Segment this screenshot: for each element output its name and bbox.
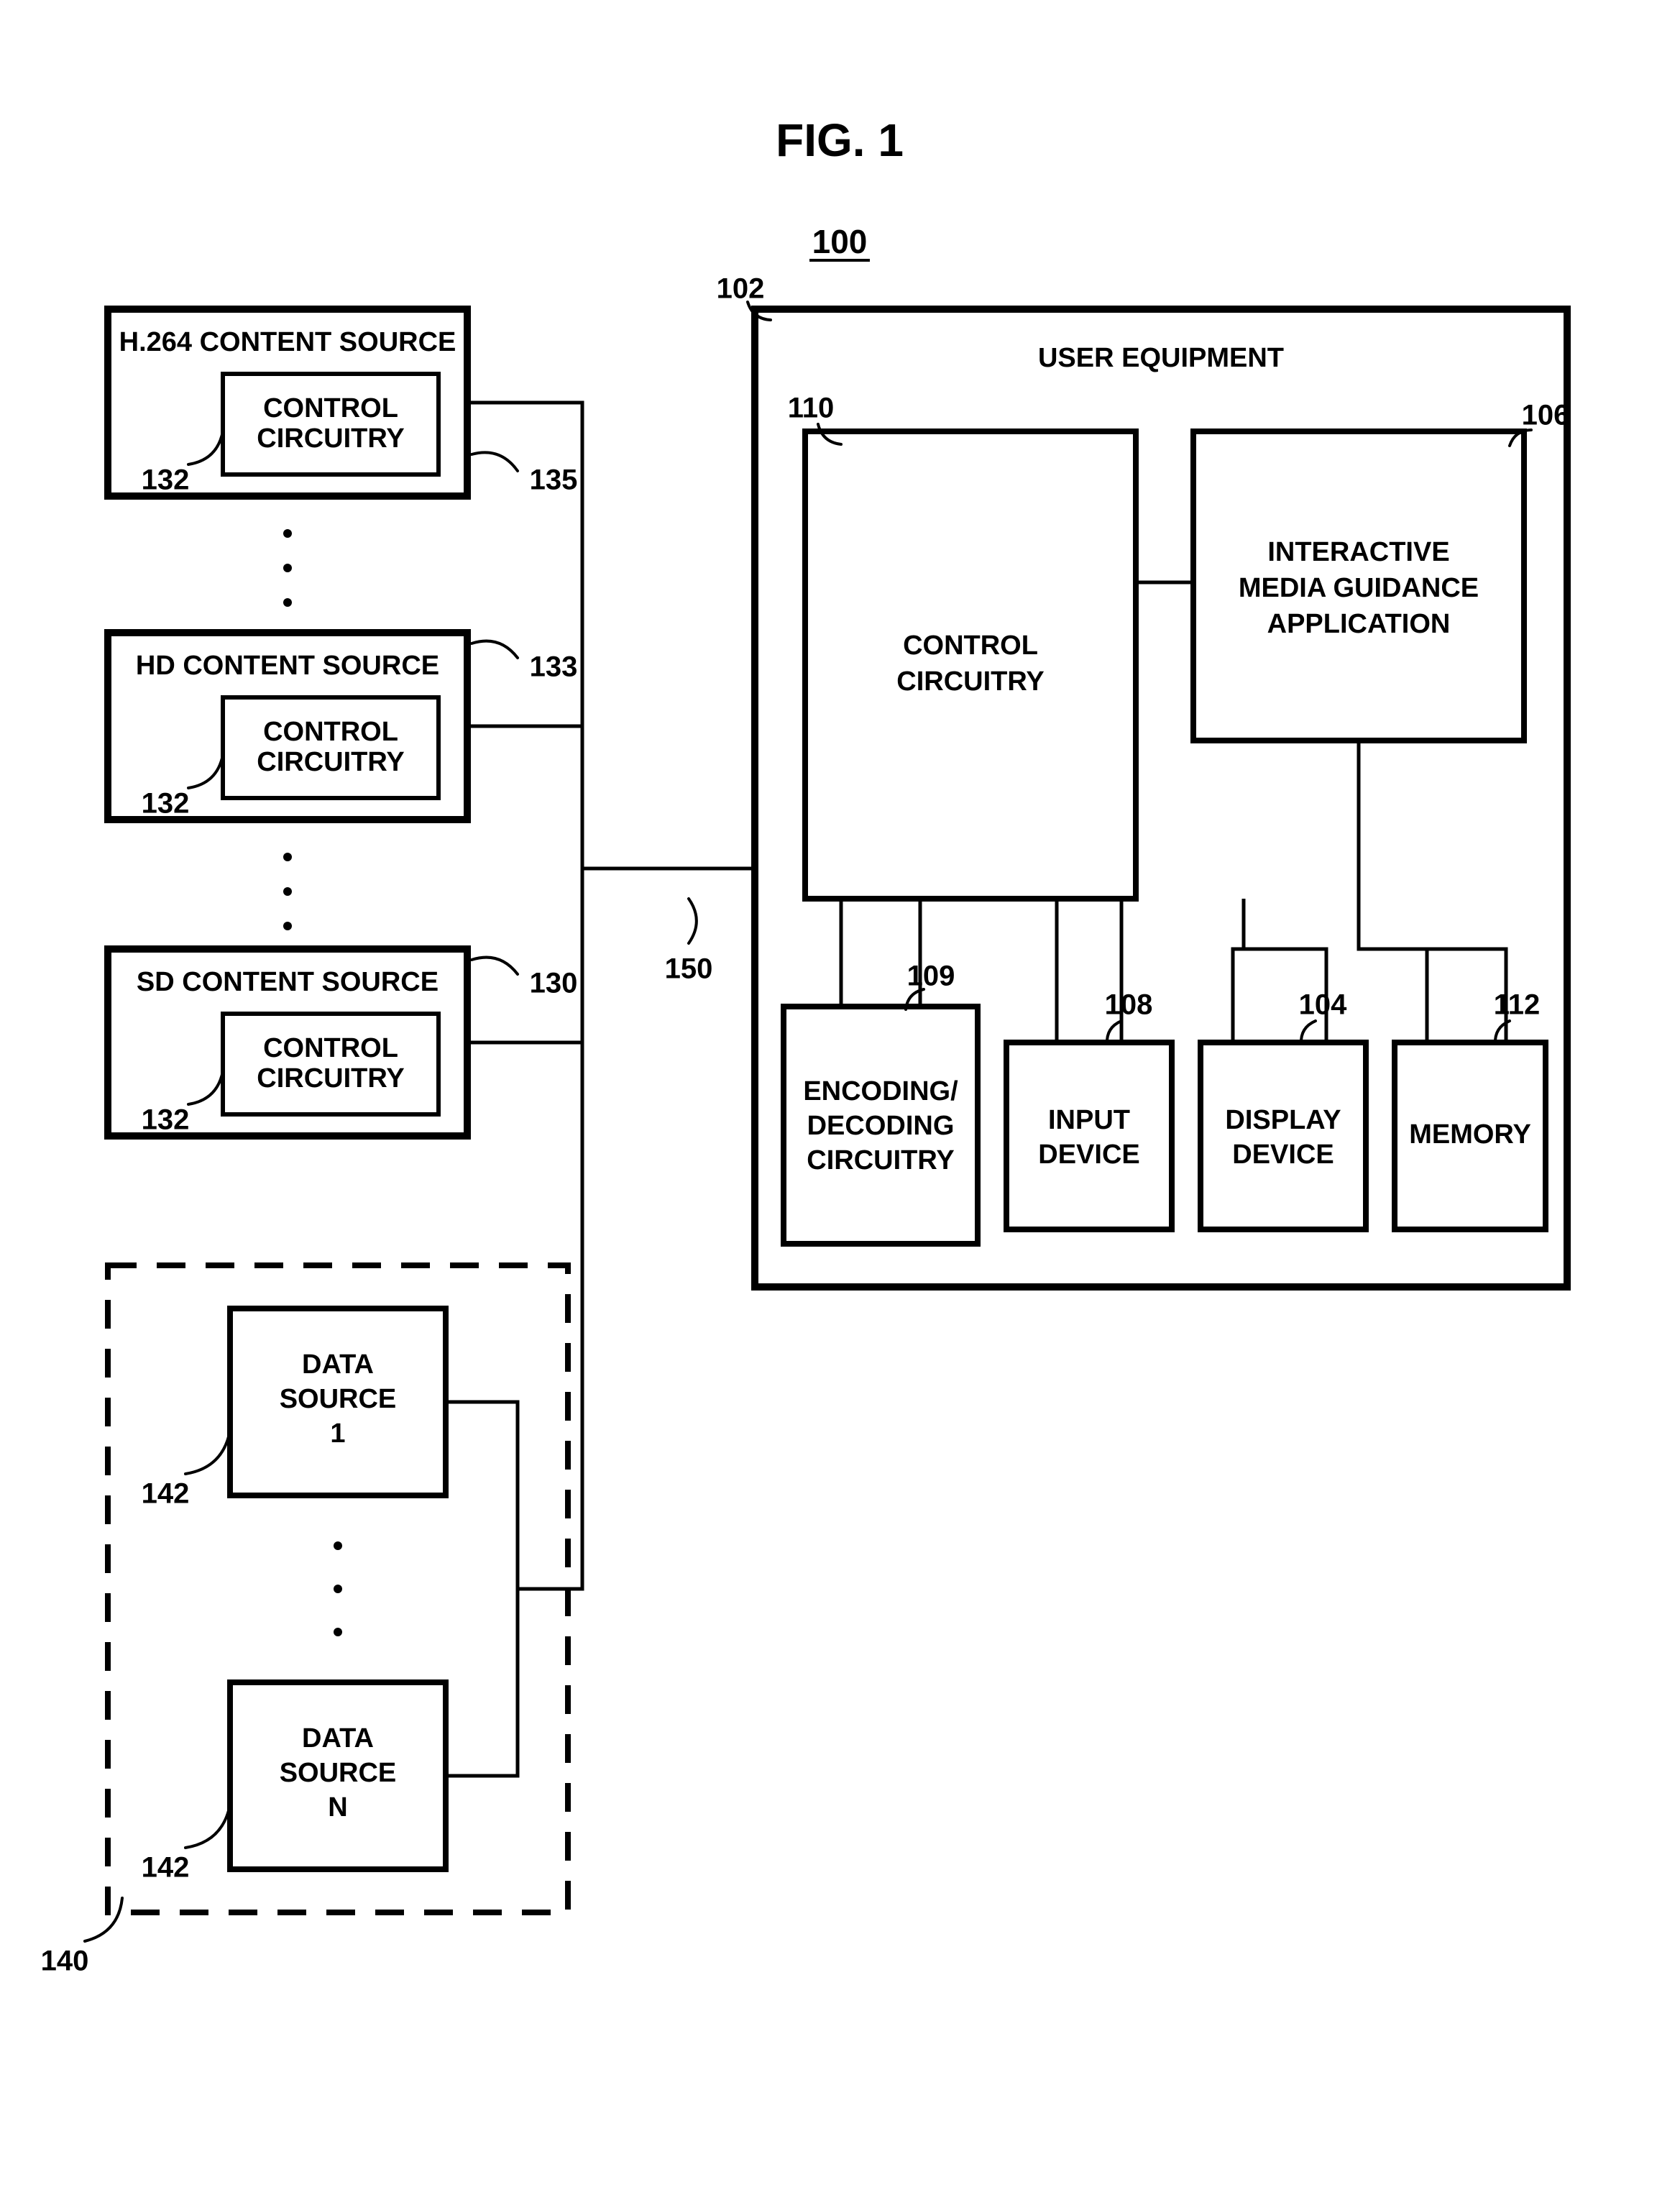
ref-102-r102: 102 [717,273,765,305]
ref-130-r130: 130 [530,968,578,999]
svg-text:DATA: DATA [302,1723,374,1754]
ellipsis-dot-8 [334,1628,342,1636]
svg-text:CONTROL: CONTROL [263,717,398,747]
svg-text:MEMORY: MEMORY [1409,1119,1531,1150]
svg-text:1: 1 [330,1418,345,1449]
ellipsis-dot-1 [283,564,292,572]
ref-100: 100 [812,223,868,260]
ellipsis-dot-4 [283,887,292,896]
ref-142-r142b: 142 [142,1852,190,1884]
ref-132-r132c: 132 [142,1104,190,1136]
ref-106-r106: 106 [1522,400,1570,431]
ref-140-r140: 140 [41,1945,89,1977]
svg-text:CIRCUITRY: CIRCUITRY [896,666,1044,697]
svg-text:INPUT: INPUT [1048,1105,1130,1135]
svg-text:SD CONTENT SOURCE: SD CONTENT SOURCE [137,967,439,997]
ellipsis-dot-5 [283,922,292,930]
svg-text:HD CONTENT SOURCE: HD CONTENT SOURCE [136,651,439,681]
figure-title: FIG. 1 [776,114,904,166]
svg-text:CONTROL: CONTROL [263,1033,398,1063]
svg-text:SOURCE: SOURCE [280,1384,397,1414]
svg-text:CONTROL: CONTROL [903,631,1038,661]
ref-135-r135: 135 [530,464,578,496]
svg-text:DATA: DATA [302,1349,374,1380]
svg-text:N: N [328,1792,347,1823]
ellipsis-dot-0 [283,529,292,538]
svg-text:DISPLAY: DISPLAY [1225,1105,1341,1135]
svg-text:CIRCUITRY: CIRCUITRY [257,747,404,777]
ellipsis-dot-6 [334,1541,342,1550]
ref-104-r104: 104 [1299,989,1347,1021]
ref-133-r133: 133 [530,651,578,683]
svg-text:DEVICE: DEVICE [1038,1140,1139,1170]
svg-text:ENCODING/: ENCODING/ [803,1076,958,1106]
svg-text:DECODING: DECODING [807,1111,955,1141]
svg-text:CIRCUITRY: CIRCUITRY [807,1145,954,1175]
ref-132-r132a: 132 [142,464,190,496]
svg-text:INTERACTIVE: INTERACTIVE [1267,537,1449,567]
ellipsis-dot-3 [283,853,292,861]
svg-text:APPLICATION: APPLICATION [1267,609,1451,639]
ref-110-r110: 110 [788,393,835,424]
ref-109-r109: 109 [907,961,955,992]
svg-text:CONTROL: CONTROL [263,393,398,423]
svg-text:CIRCUITRY: CIRCUITRY [257,423,404,454]
ellipsis-dot-2 [283,598,292,607]
svg-text:H.264 CONTENT SOURCE: H.264 CONTENT SOURCE [119,327,456,357]
svg-text:DEVICE: DEVICE [1232,1140,1334,1170]
ellipsis-dot-7 [334,1585,342,1593]
ref-112-r112: 112 [1494,989,1541,1021]
ref-132-r132b: 132 [142,788,190,820]
ref-150-r150: 150 [665,953,713,985]
ref-142-r142a: 142 [142,1478,190,1510]
svg-text:CIRCUITRY: CIRCUITRY [257,1063,404,1094]
ref-108-r108: 108 [1105,989,1153,1021]
svg-text:MEDIA GUIDANCE: MEDIA GUIDANCE [1239,573,1479,603]
svg-text:USER EQUIPMENT: USER EQUIPMENT [1038,343,1284,373]
svg-text:SOURCE: SOURCE [280,1758,397,1788]
